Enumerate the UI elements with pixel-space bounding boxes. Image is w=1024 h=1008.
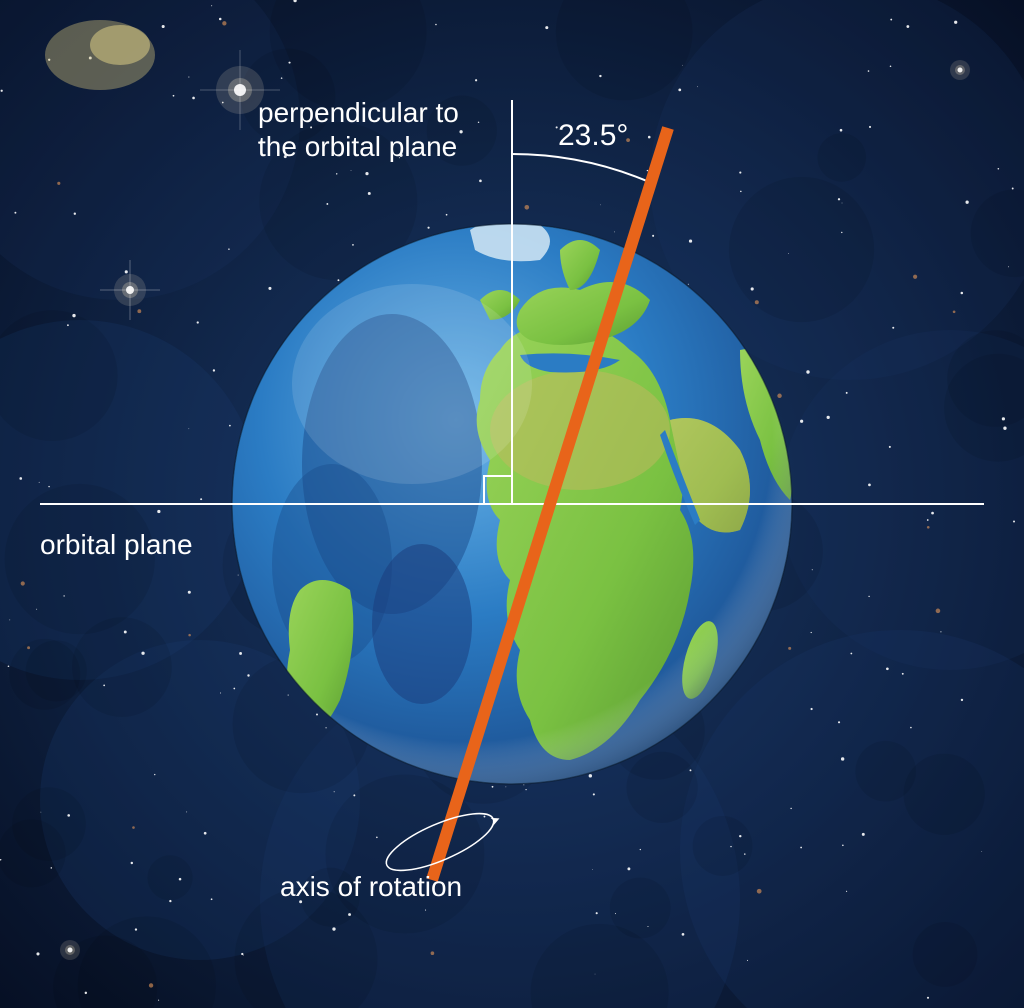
label-perpendicular: perpendicular to the orbital plane bbox=[258, 96, 459, 163]
diagram-stage: perpendicular to the orbital plane 23.5°… bbox=[0, 0, 1024, 1008]
label-axis: axis of rotation bbox=[280, 870, 462, 904]
label-orbital-plane: orbital plane bbox=[40, 528, 193, 562]
label-angle: 23.5° bbox=[558, 118, 628, 154]
diagram-svg bbox=[0, 0, 1024, 1008]
